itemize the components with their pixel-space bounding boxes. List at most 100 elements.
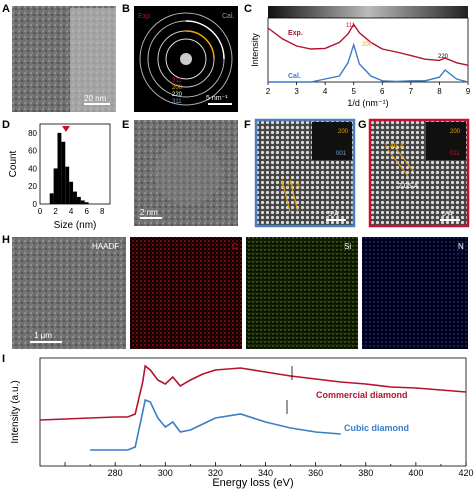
panel-c-xtick-label: 2 [266, 87, 271, 96]
panel-h-si-label: Si [344, 242, 351, 251]
panel-i-series-cubic [90, 398, 341, 451]
panel-g-scalebar-label: 5 Å [442, 209, 453, 218]
panel-b-ring-311b: 311 [172, 99, 182, 105]
panel-c-series-exp [267, 23, 469, 66]
panel-f-lattice-line1 [281, 179, 291, 213]
panel-e-label: E [122, 119, 129, 131]
panel-c-peak-200: 200 [362, 42, 373, 48]
panel-f-scalebar-label: 5 Å [328, 209, 339, 218]
panel-c-xtick-label: 5 [351, 87, 356, 96]
panel-d-bars [49, 132, 89, 204]
panel-f-lattice-line2 [289, 179, 299, 213]
panel-i-xtick-label: 280 [108, 468, 123, 478]
panel-i-xtick-label: 320 [208, 468, 223, 478]
panel-e-scalebar-label: 2 nm [140, 208, 158, 217]
panel-d-bar [57, 132, 62, 204]
panel-d-bar [73, 191, 77, 204]
panel-g-lattice-spacing1: 1.49 Å [384, 141, 405, 150]
panel-h-scalebar-label: 1 μm [34, 331, 52, 340]
panel-i-xtick-label: 380 [358, 468, 373, 478]
panel-f-label: F [244, 119, 251, 131]
panel-d-bar [84, 202, 89, 204]
panel-b-ring-200: 200 [172, 85, 183, 91]
panel-d-bar [80, 200, 85, 204]
panel-g-lattice-spacing2: 2.05 Å [398, 181, 419, 190]
panel-h-haadf-label: HAADF [92, 242, 119, 251]
panel-c-profile-strip [268, 6, 468, 18]
panel-c-xticks: 2 3 4 5 6 7 8 9 [266, 82, 471, 96]
panel-d-bar [49, 193, 54, 204]
panel-i-xtick-label: 340 [258, 468, 273, 478]
panel-b-ring-311: 311 [172, 78, 182, 84]
panel-d-ylabel: Count [8, 150, 19, 177]
panel-b-rings [139, 12, 233, 106]
panel-b-label: B [122, 3, 130, 15]
panel-c-xtick-label: 7 [409, 87, 414, 96]
panel-f-fft-001: 001 [336, 151, 347, 157]
panel-c-xtick-label: 9 [466, 87, 471, 96]
panel-c-xtick-label: 6 [380, 87, 385, 96]
panel-h-c-label: C [232, 242, 238, 251]
panel-c-exp-label: Exp. [288, 30, 303, 37]
panel-h-n-label: N [458, 242, 464, 251]
panel-i-label: I [2, 353, 5, 365]
panel-c-plot [267, 23, 469, 83]
panel-d-ytick-label: 80 [28, 129, 37, 138]
panel-c-xlabel: 1/d (nm⁻¹) [347, 98, 388, 108]
panel-b-ring-220: 220 [172, 92, 183, 98]
panel-d-mean-arrow [62, 126, 70, 132]
panel-g-fft-inset [426, 122, 466, 160]
panel-c-series-cal [268, 42, 469, 83]
panel-c-xtick-label: 4 [323, 87, 328, 96]
panel-e-particle [154, 141, 222, 205]
panel-d-ytick-label: 40 [28, 164, 37, 173]
panel-c-axes [267, 17, 469, 83]
panel-i-commercial-label: Commercial diamond [316, 390, 408, 400]
panel-d-ytick-label: 20 [28, 182, 37, 191]
panel-b-cal-label: Cal. [222, 13, 235, 20]
panel-i-ylabel: Intensity (a.u.) [10, 380, 21, 443]
panel-d-xtick-label: 0 [38, 207, 43, 216]
panel-d-ytick-label: 0 [33, 200, 38, 209]
panel-h-si-map [246, 237, 358, 349]
panel-d-bar [69, 181, 74, 204]
panel-a-vacuum-region [70, 8, 116, 112]
panel-f-lattice-spacing: 1.77 Å [280, 181, 301, 190]
panel-c-peak-220: 220 [438, 54, 449, 60]
panel-b-scalebar-label: 5 nm⁻¹ [206, 95, 228, 102]
panel-i-xtick-label: 360 [308, 468, 323, 478]
panel-a-scalebar-label: 20 nm [84, 94, 107, 103]
panel-h-label: H [2, 234, 10, 246]
panel-g-lattice-line1 [387, 149, 409, 177]
panel-i-xtick-label: 420 [458, 468, 473, 478]
panel-g-fft-200: 200 [450, 129, 461, 135]
panel-d-bar [76, 196, 81, 204]
panel-d-bar [53, 168, 58, 204]
panel-i-xticks: 280 300 320 340 360 380 400 420 [64, 462, 474, 478]
panel-g-label: G [358, 119, 367, 131]
panel-i-axes [39, 357, 467, 467]
panel-d-xtick-label: 2 [53, 207, 58, 216]
panel-i-xlabel: Energy loss (eV) [212, 477, 293, 489]
panel-i-plot [39, 364, 467, 451]
panel-h-c-map [130, 237, 242, 349]
panel-d-ytick-label: 60 [28, 147, 37, 156]
panel-d-xlabel: Size (nm) [54, 220, 97, 231]
panel-h-n-map [362, 237, 468, 349]
panel-i-xtick-label: 300 [158, 468, 173, 478]
panel-d-bar [65, 166, 70, 204]
panel-f-fft-200: 200 [338, 129, 349, 135]
panel-d-xtick-label: 4 [69, 207, 74, 216]
panel-d-label: D [2, 119, 10, 131]
panel-d-xtick-label: 6 [84, 207, 89, 216]
panel-c-peak-111: 111 [346, 23, 356, 29]
panel-i-series-commercial [39, 364, 467, 421]
panel-c-cal-label: Cal. [288, 73, 301, 80]
panel-d-bar [61, 141, 66, 204]
panel-f-fft-inset [312, 122, 352, 160]
panel-h-haadf-map [12, 237, 126, 349]
panel-c-xtick-label: 8 [437, 87, 442, 96]
panel-e-hrtem [134, 120, 238, 226]
